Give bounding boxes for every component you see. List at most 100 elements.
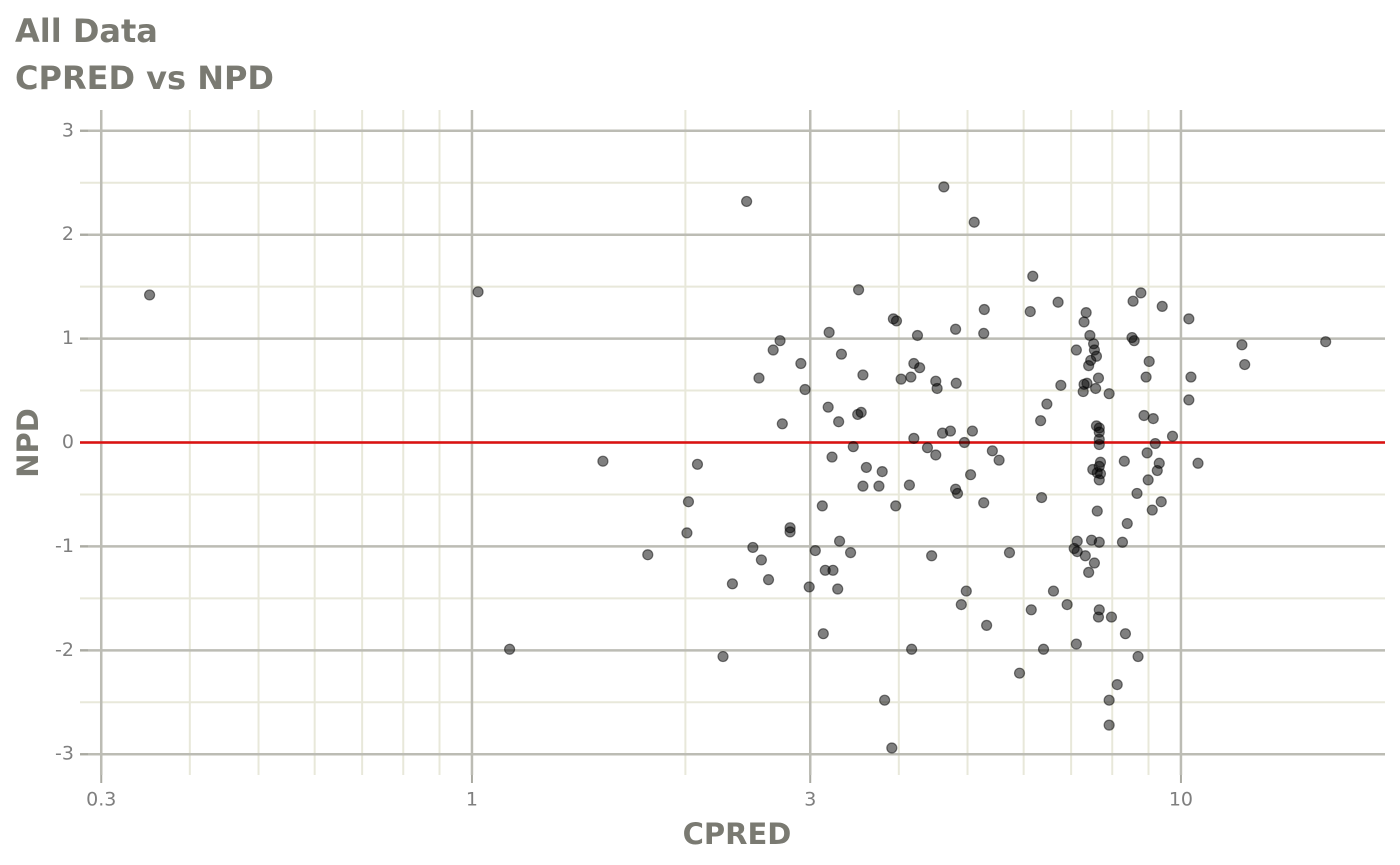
x-tick-label: 1	[466, 789, 478, 811]
point	[951, 487, 964, 500]
point	[1118, 455, 1130, 467]
y-tick-label: 0	[62, 431, 74, 453]
point	[886, 742, 898, 754]
point	[950, 377, 962, 389]
x-axis-title: CPRED	[683, 817, 792, 851]
point	[1140, 371, 1152, 383]
point	[1078, 316, 1090, 328]
point	[1094, 456, 1107, 468]
x-tick-label: 0.3	[86, 789, 116, 811]
point	[767, 344, 779, 356]
point	[978, 303, 990, 316]
point	[926, 550, 938, 562]
point	[895, 373, 907, 385]
point	[978, 327, 990, 339]
y-tick-label: 3	[62, 119, 74, 141]
point	[911, 329, 924, 342]
grid: 0.3 1 3 10 -3 -2 -1 0 1 2 3	[55, 110, 1385, 811]
x-tick-label: 10	[1169, 789, 1193, 811]
point	[1146, 504, 1158, 516]
y-tick-label: 1	[62, 327, 74, 349]
point	[1081, 377, 1093, 389]
y-tick-label: -2	[55, 639, 74, 661]
point	[1093, 536, 1105, 548]
point	[776, 418, 788, 430]
point	[1320, 336, 1332, 348]
point	[1103, 719, 1115, 731]
point	[1070, 638, 1082, 650]
point	[762, 574, 775, 586]
point	[822, 401, 834, 413]
y-tick-label: 2	[62, 223, 74, 245]
point	[1091, 505, 1103, 517]
point	[879, 694, 891, 706]
point	[774, 335, 786, 347]
y-axis-title: NPD	[11, 408, 45, 478]
x-tick-label: 3	[804, 789, 816, 811]
point	[795, 357, 807, 370]
point	[755, 554, 767, 566]
point	[960, 585, 972, 597]
point	[1156, 300, 1168, 312]
point	[905, 371, 917, 383]
point	[835, 348, 848, 360]
point	[1166, 430, 1179, 442]
point	[844, 547, 857, 559]
point	[1003, 547, 1016, 559]
point	[1103, 694, 1115, 706]
point	[1236, 339, 1248, 351]
point	[823, 326, 835, 338]
point	[1083, 566, 1095, 578]
point	[1035, 415, 1047, 427]
point	[1092, 372, 1105, 384]
point	[1070, 344, 1082, 356]
point	[741, 195, 753, 208]
point	[691, 458, 704, 470]
point	[1036, 491, 1048, 504]
point	[873, 480, 885, 492]
point	[949, 323, 962, 335]
point	[472, 286, 484, 298]
point	[906, 643, 918, 655]
point	[1149, 437, 1161, 450]
point	[1183, 313, 1195, 325]
point	[1141, 447, 1153, 459]
point	[1037, 643, 1050, 655]
point	[1080, 307, 1092, 319]
point	[1061, 598, 1073, 611]
point	[833, 535, 846, 547]
point	[1055, 379, 1067, 391]
point	[1093, 422, 1105, 434]
point	[1119, 628, 1132, 640]
point	[1111, 679, 1123, 691]
point	[903, 479, 916, 491]
point	[1143, 355, 1155, 368]
point	[1093, 604, 1105, 616]
plot-area	[80, 181, 1385, 754]
point	[833, 416, 845, 428]
point	[1090, 350, 1103, 362]
point	[817, 628, 829, 640]
point	[1024, 305, 1036, 318]
point	[803, 581, 815, 593]
point	[143, 289, 156, 301]
point	[968, 216, 980, 228]
point	[1131, 487, 1143, 500]
point	[1185, 371, 1197, 383]
point	[930, 449, 942, 461]
point	[890, 500, 902, 512]
point	[1094, 468, 1107, 480]
point	[955, 598, 967, 611]
point	[847, 441, 859, 453]
point	[1239, 358, 1251, 371]
point	[1132, 650, 1144, 663]
point	[964, 469, 977, 481]
point	[799, 383, 811, 396]
point	[978, 497, 990, 509]
point	[1105, 611, 1118, 623]
point	[1047, 585, 1060, 597]
point	[1013, 667, 1026, 679]
point	[1183, 394, 1195, 406]
point	[681, 527, 693, 539]
